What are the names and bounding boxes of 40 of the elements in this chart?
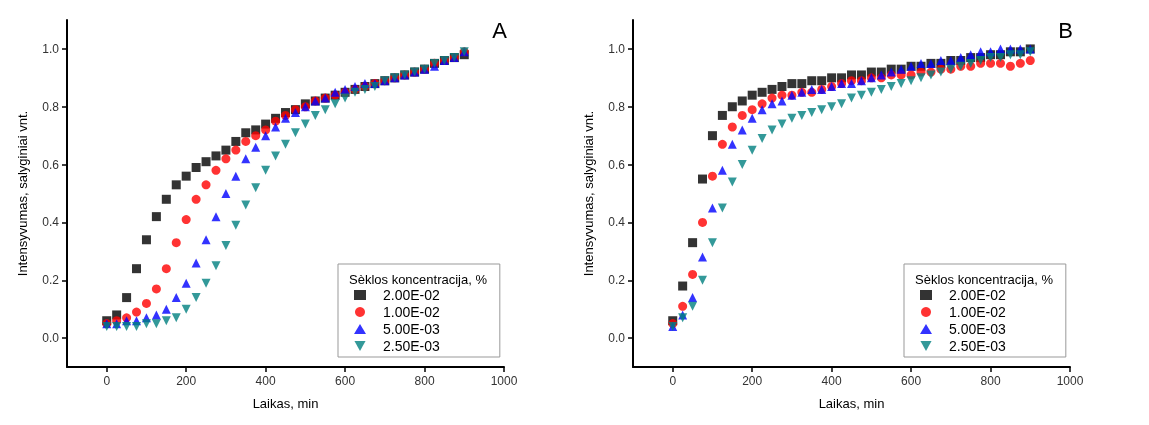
chart-title: A — [492, 17, 508, 43]
legend-label: 5.00E-03 — [949, 321, 1007, 337]
x-tick-label: 0 — [669, 374, 677, 388]
legend-label: 2.50E-03 — [949, 338, 1007, 354]
x-tick-label: 800 — [980, 374, 1001, 388]
y-tick-label: 0.2 — [42, 273, 60, 288]
legend-label: 2.00E-02 — [383, 287, 441, 303]
x-tick-label: 1000 — [490, 374, 518, 388]
y-tick-label: 0.8 — [608, 99, 626, 114]
chart-title: B — [1058, 17, 1074, 43]
x-tick-label: 0 — [103, 374, 111, 388]
x-tick-label: 800 — [414, 374, 435, 388]
y-tick-label: 1.0 — [608, 41, 626, 56]
x-tick-label: 200 — [176, 374, 197, 388]
legend-label: 1.00E-02 — [383, 304, 441, 320]
x-tick-label: 400 — [821, 374, 842, 388]
y-tick-label: 0.6 — [608, 157, 626, 172]
legend-label: 5.00E-03 — [383, 321, 441, 337]
y-tick-label: 0.6 — [42, 157, 60, 172]
y-tick-label: 0.8 — [42, 99, 60, 114]
y-tick-label: 0.4 — [608, 215, 626, 230]
y-tick-label: 0.4 — [42, 215, 60, 230]
x-tick-label: 600 — [335, 374, 356, 388]
x-axis-title: Laikas, min — [818, 396, 885, 411]
x-tick-label: 400 — [255, 374, 276, 388]
y-axis-title: Intensyvumas, salyginiai vnt. — [581, 110, 596, 277]
y-axis-title: Intensyvumas, salyginiai vnt. — [15, 110, 30, 277]
x-tick-label: 600 — [901, 374, 922, 388]
legend-title: Sèklos koncentracija, % — [915, 272, 1054, 287]
x-tick-label: 1000 — [1056, 374, 1084, 388]
legend-title: Sèklos koncentracija, % — [349, 272, 488, 287]
x-axis-title: Laikas, min — [252, 396, 319, 411]
y-tick-label: 0.0 — [608, 331, 626, 346]
x-tick-label: 200 — [742, 374, 763, 388]
legend-label: 1.00E-02 — [949, 304, 1007, 320]
legend-label: 2.50E-03 — [383, 338, 441, 354]
y-tick-label: 0.0 — [42, 331, 60, 346]
legend-label: 2.00E-02 — [949, 287, 1007, 303]
y-tick-label: 0.2 — [608, 273, 626, 288]
y-tick-label: 1.0 — [42, 41, 60, 56]
